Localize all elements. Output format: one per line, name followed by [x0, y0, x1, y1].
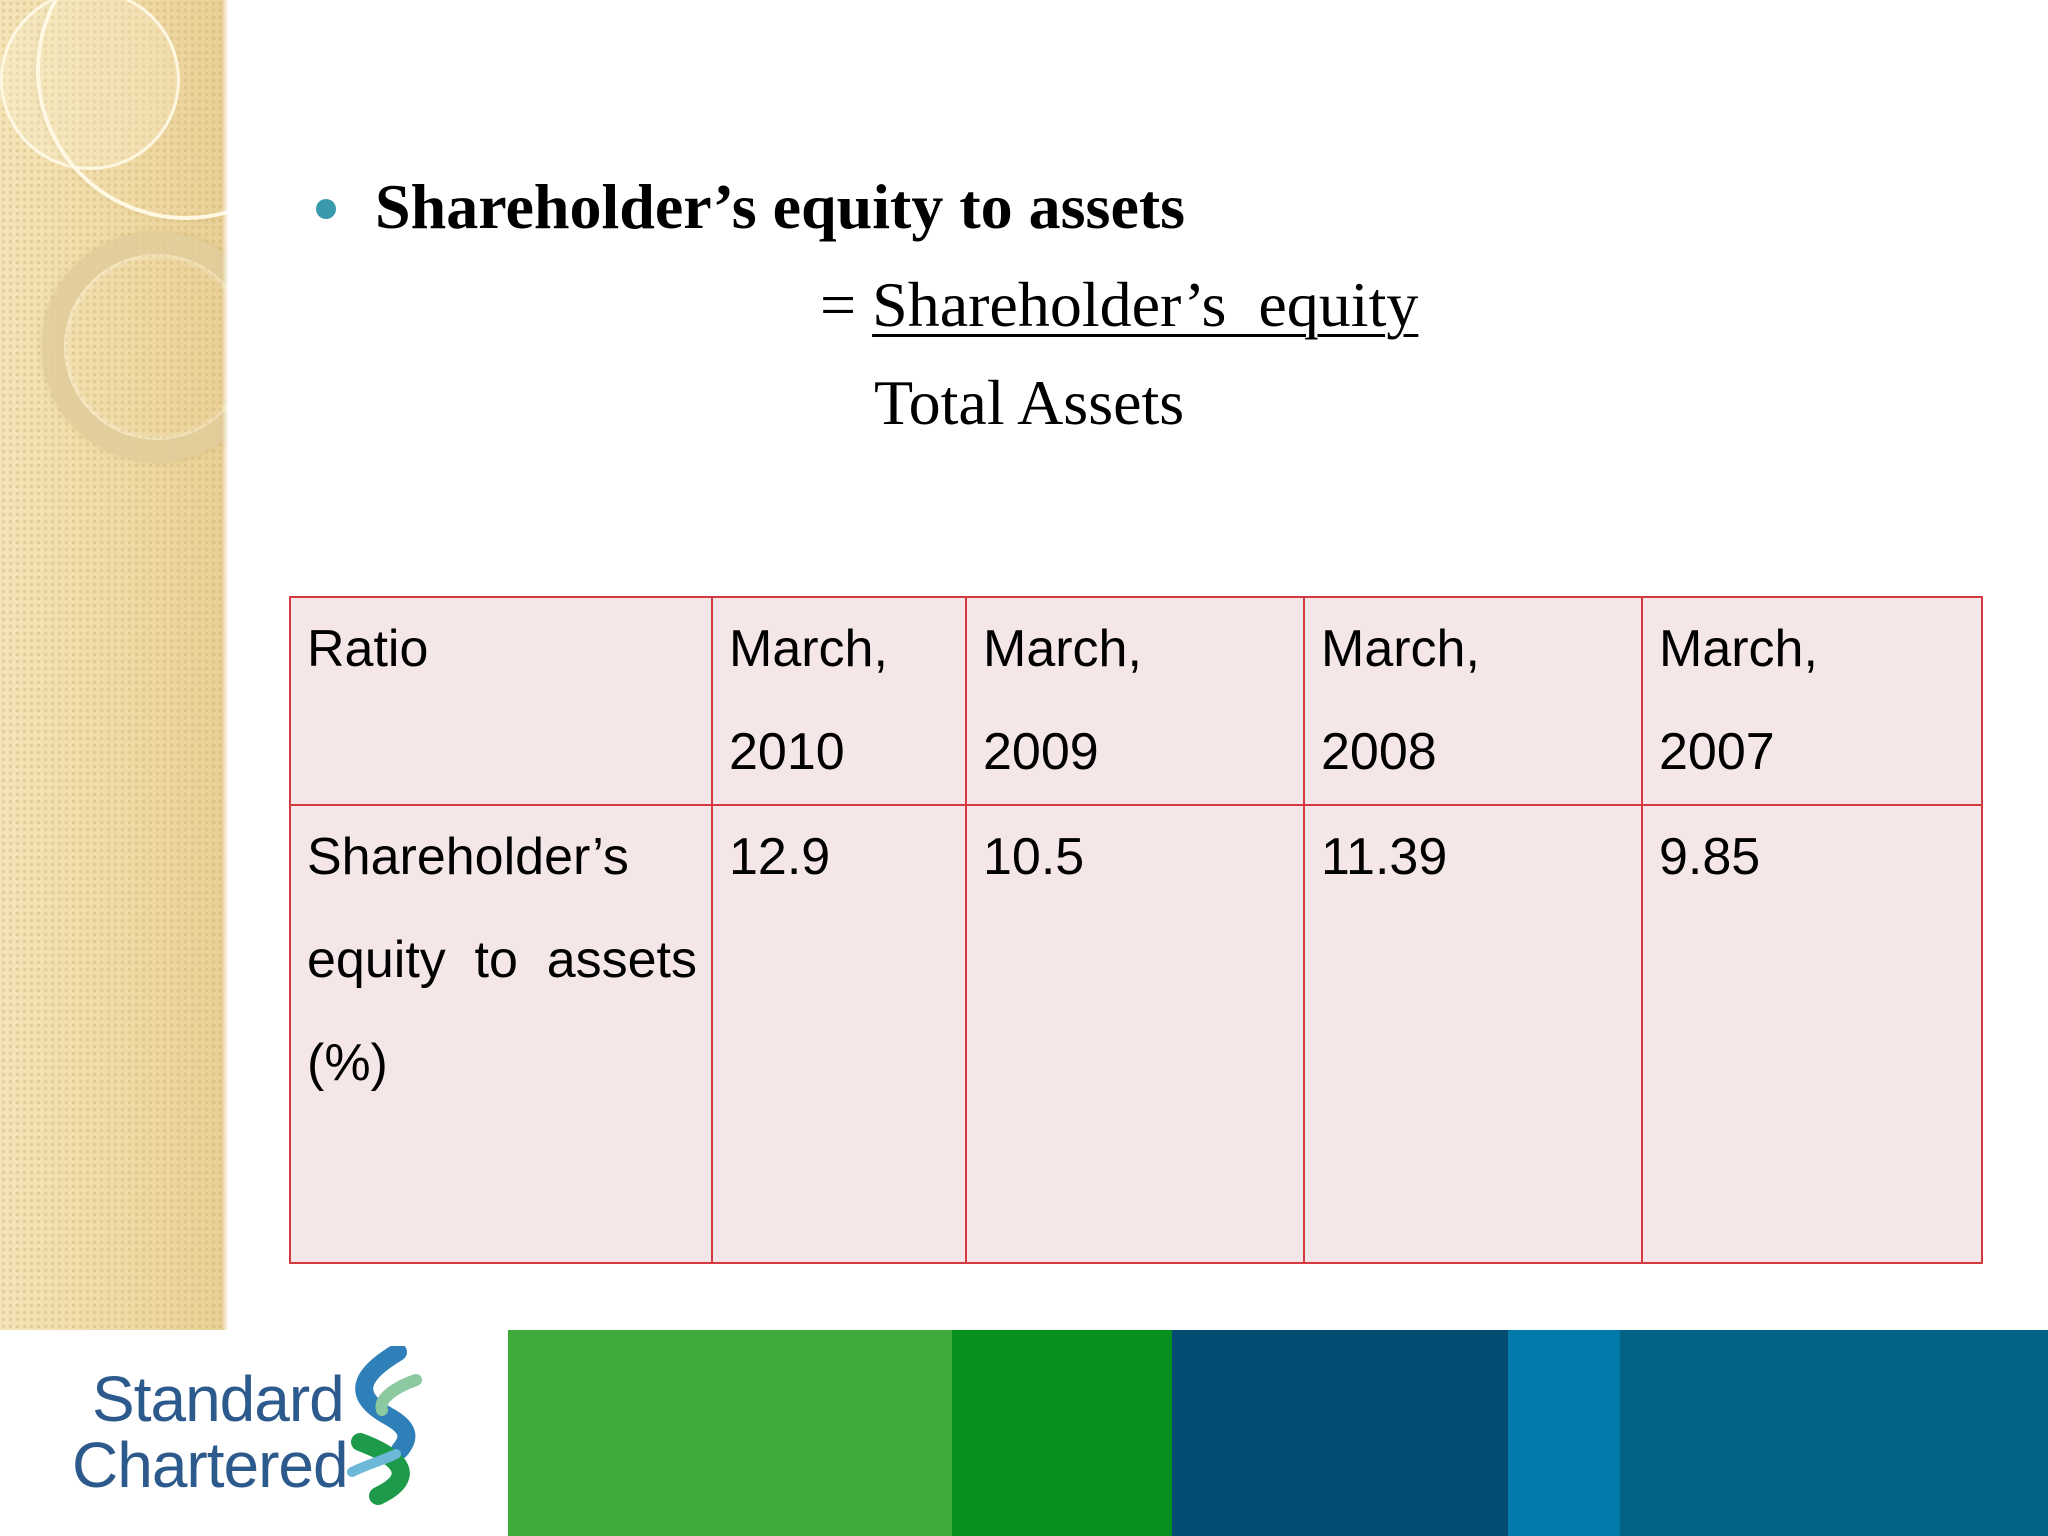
- table-row: Shareholder’s equity to assets (%) 12.9 …: [289, 804, 1983, 1264]
- table-header-cell: March, 2008: [1303, 596, 1643, 806]
- standard-chartered-logo: Standard Chartered: [0, 1330, 508, 1536]
- color-band: [1620, 1330, 2048, 1536]
- strip-edge: [222, 0, 228, 1330]
- formula-denominator: Total Assets: [874, 367, 1185, 438]
- table-header-row: Ratio March, 2010 March, 2009 March, 2008 M…: [289, 596, 1983, 806]
- bullet-icon: [316, 199, 336, 219]
- decorative-ring: [42, 232, 228, 462]
- ratio-table: Ratio March, 2010 March, 2009 March, 2008 M…: [289, 596, 1983, 1264]
- slide-heading: Shareholder’s equity to assets: [375, 171, 1186, 242]
- table-header-cell: Ratio: [289, 596, 713, 806]
- table-header-cell: March, 2009: [965, 596, 1305, 806]
- formula-numerator: Shareholder’s equity: [872, 269, 1419, 340]
- logo-wordmark: Standard Chartered: [72, 1363, 349, 1501]
- color-band: [952, 1330, 1172, 1536]
- color-band: [1172, 1330, 1508, 1536]
- formula-numerator-line: = Shareholder’s equity: [820, 268, 1418, 342]
- logo-stripes-icon: [347, 1346, 422, 1505]
- row-label-cell: Shareholder’s equity to assets (%): [289, 804, 713, 1264]
- table-header-cell: March, 2007: [1641, 596, 1983, 806]
- table-value-cell: 11.39: [1303, 804, 1643, 1264]
- equals-sign: =: [820, 269, 857, 340]
- decorative-ring: [36, 0, 228, 220]
- decorative-side-strip: [0, 0, 228, 1330]
- table-value-cell: 9.85: [1641, 804, 1983, 1264]
- table-header-cell: March, 2010: [711, 596, 967, 806]
- footer-bar: Standard Chartered: [0, 1330, 2048, 1536]
- table-value-cell: 12.9: [711, 804, 967, 1264]
- color-band: [1508, 1330, 1620, 1536]
- table-value-cell: 10.5: [965, 804, 1305, 1264]
- color-band: [508, 1330, 952, 1536]
